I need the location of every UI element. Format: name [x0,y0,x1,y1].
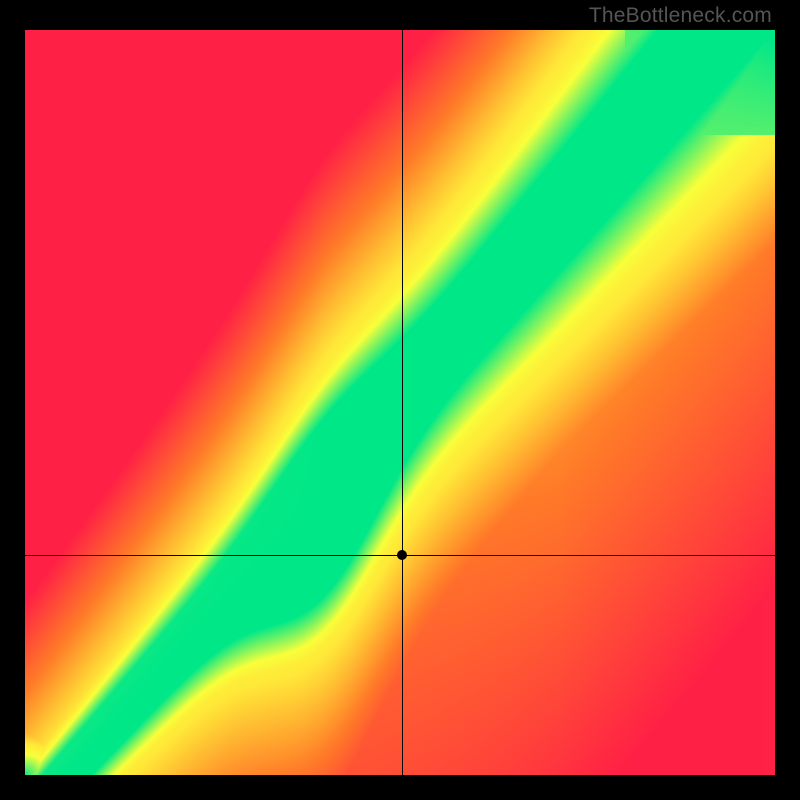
plot-area [25,30,775,775]
crosshair-vertical [402,30,403,775]
heatmap-canvas [25,30,775,775]
watermark-text: TheBottleneck.com [589,4,772,28]
crosshair-marker [397,550,407,560]
